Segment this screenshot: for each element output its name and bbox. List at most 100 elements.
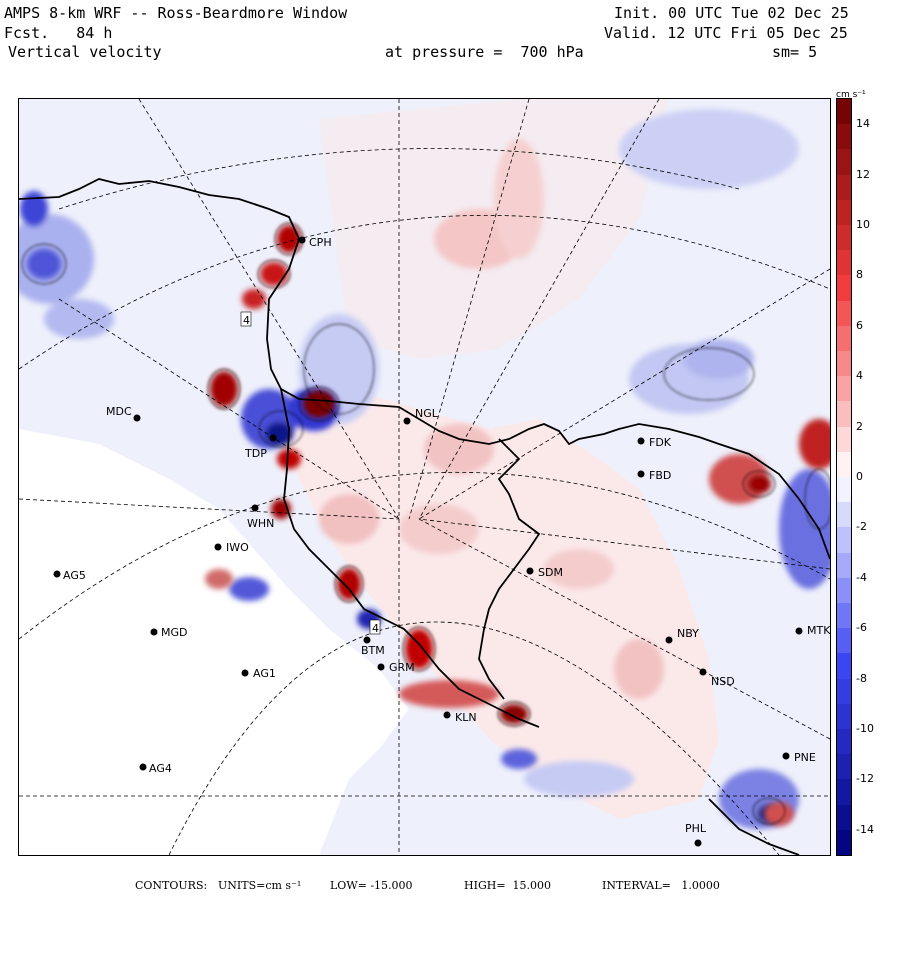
colorbar-bin <box>837 502 851 528</box>
vertical-velocity-map[interactable]: CPH MDC NGL FDK FBD TDP WHN IWO AG5 SDM … <box>19 99 830 855</box>
svg-text:SDM: SDM <box>538 566 563 579</box>
colorbar-bin <box>837 603 851 629</box>
svg-text:TDP: TDP <box>244 447 267 460</box>
variable-name: Vertical velocity <box>8 43 162 61</box>
colorbar-tick-label: -12 <box>856 772 874 786</box>
colorbar-bin <box>837 653 851 680</box>
station-AG1[interactable]: AG1 <box>241 667 276 680</box>
colorbar-tick-label: -6 <box>856 621 867 635</box>
svg-text:AG1: AG1 <box>253 667 276 680</box>
footer-contours: CONTOURS: <box>135 879 208 892</box>
colorbar-tick-label: 12 <box>856 167 870 181</box>
colorbar-bin <box>837 552 851 579</box>
station-FDK[interactable]: FDK <box>637 436 672 449</box>
footer-units: UNITS=cm s⁻¹ <box>218 879 302 892</box>
colorbar-bin <box>837 325 851 352</box>
colorbar-tick-label: 2 <box>856 419 863 433</box>
colorbar-bin <box>837 401 851 428</box>
colorbar-tick-label: 10 <box>856 218 870 231</box>
colorbar-bin <box>837 426 851 453</box>
colorbar-bin <box>837 300 851 327</box>
station-AG5[interactable]: AG5 <box>53 569 86 582</box>
model-title: AMPS 8-km WRF -- Ross-Beardmore Window <box>4 4 348 22</box>
colorbar-bin <box>837 99 851 125</box>
station-MTK[interactable]: MTK <box>795 624 831 637</box>
colorbar-bin <box>837 275 851 302</box>
svg-text:4: 4 <box>243 314 250 327</box>
footer-low: LOW= -15.000 <box>330 879 413 892</box>
colorbar-tick-label: 8 <box>856 268 863 282</box>
colorbar-tick-label: -10 <box>856 722 874 735</box>
station-MGD[interactable]: MGD <box>150 626 188 639</box>
station-BTM[interactable]: BTM <box>361 636 385 658</box>
station-PHL[interactable]: PHL <box>685 822 707 847</box>
colorbar-units: cm s⁻¹ <box>836 90 866 100</box>
colorbar-tick-label: -2 <box>856 520 867 534</box>
svg-text:PHL: PHL <box>685 822 707 835</box>
station-TDP[interactable]: TDP <box>244 434 277 461</box>
svg-text:BTM: BTM <box>361 644 385 657</box>
svg-text:MDC: MDC <box>106 405 132 418</box>
colorbar-tick-label: 0 <box>856 470 863 483</box>
svg-text:AG5: AG5 <box>63 569 86 582</box>
footer: CONTOURS: UNITS=cm s⁻¹ LOW= -15.000 HIGH… <box>0 879 900 957</box>
station-MDC[interactable]: MDC <box>106 405 141 422</box>
station-NSD[interactable]: NSD <box>699 668 735 689</box>
svg-text:4: 4 <box>372 622 379 635</box>
valid-time: Valid. 12 UTC Fri 05 Dec 25 <box>604 24 848 42</box>
contour-value-labels: 4 4 <box>240 311 381 635</box>
footer-interval: INTERVAL= 1.0000 <box>602 879 720 892</box>
svg-text:AG4: AG4 <box>149 762 172 775</box>
station-CPH[interactable]: CPH <box>298 236 332 249</box>
init-time: Init. 00 UTC Tue 02 Dec 25 <box>614 4 849 22</box>
colorbar-bin <box>837 225 851 251</box>
station-WHN[interactable]: WHN <box>247 504 274 531</box>
station-SDM[interactable]: SDM <box>526 566 563 579</box>
svg-text:MGD: MGD <box>161 626 188 639</box>
colorbar-bin <box>837 628 851 654</box>
svg-text:IWO: IWO <box>226 541 249 554</box>
colorbar-bin <box>837 199 851 226</box>
colorbar-bin <box>837 527 851 554</box>
colorbar-bin <box>837 829 851 855</box>
colorbar-bin <box>837 703 851 730</box>
svg-text:NSD: NSD <box>711 675 735 688</box>
colorbar-tick-label: -8 <box>856 671 867 685</box>
colorbar-tick-label: 14 <box>856 117 870 131</box>
station-KLN[interactable]: KLN <box>443 711 477 724</box>
colorbar-tick-label: -14 <box>856 822 874 836</box>
colorbar-bin <box>837 451 851 478</box>
colorbar-bin <box>837 477 851 503</box>
colorbar-tick-label: 4 <box>856 369 863 383</box>
map-panel[interactable]: CPH MDC NGL FDK FBD TDP WHN IWO AG5 SDM … <box>18 98 831 856</box>
svg-text:FDK: FDK <box>649 436 672 449</box>
colorbar-bin <box>837 729 851 755</box>
station-GRM[interactable]: GRM <box>377 661 415 674</box>
svg-text:MTK: MTK <box>807 624 830 637</box>
svg-text:NGL: NGL <box>415 407 439 420</box>
station-NBY[interactable]: NBY <box>665 627 700 644</box>
colorbar-bin <box>837 376 851 402</box>
footer-high: HIGH= 15.000 <box>464 879 552 892</box>
colorbar-bin <box>837 754 851 780</box>
colorbar-tick-label: 6 <box>856 318 863 332</box>
svg-text:FBD: FBD <box>649 469 671 482</box>
station-PNE[interactable]: PNE <box>782 751 816 764</box>
forecast-hour: Fcst. 84 h <box>4 24 113 42</box>
svg-text:PNE: PNE <box>794 751 816 764</box>
station-IWO[interactable]: IWO <box>214 541 250 554</box>
colorbar-bin <box>837 804 851 831</box>
svg-text:GRM: GRM <box>389 661 415 674</box>
station-NGL[interactable]: NGL <box>403 407 439 425</box>
colorbar-bin <box>837 351 851 377</box>
colorbar-bin <box>837 678 851 705</box>
plateau-field <box>19 429 409 855</box>
svg-text:NBY: NBY <box>677 627 699 640</box>
station-AG4[interactable]: AG4 <box>139 762 172 775</box>
svg-text:WHN: WHN <box>247 517 274 530</box>
svg-text:CPH: CPH <box>309 236 332 249</box>
svg-text:KLN: KLN <box>455 711 477 724</box>
station-FBD[interactable]: FBD <box>637 469 672 482</box>
pressure-level: at pressure = 700 hPa <box>385 43 584 61</box>
colorbar-bin <box>837 149 851 176</box>
